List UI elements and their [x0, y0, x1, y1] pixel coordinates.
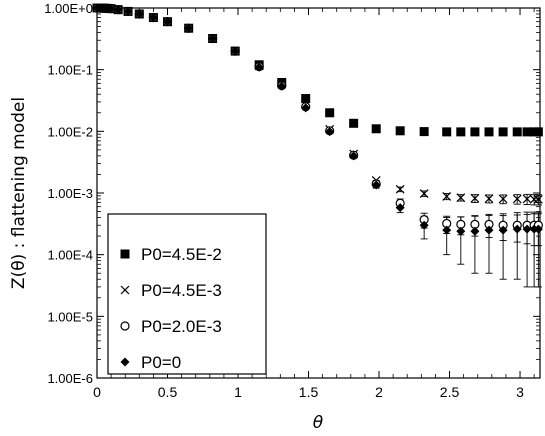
data-point	[484, 225, 494, 235]
x-tick-label: 0	[93, 384, 101, 400]
y-axis-ticks: 1.00E-6 1.00E-5 1.00E-4 1.00E-3 1.00E-2 1.00E…	[44, 1, 540, 386]
y-tick-label: 1.00E+0	[44, 1, 93, 16]
series-3	[92, 3, 543, 236]
data-point	[395, 126, 405, 136]
y-tick-label: 1.00E-4	[47, 248, 93, 263]
series-0	[92, 3, 543, 137]
legend-marker	[120, 357, 130, 367]
data-point	[184, 23, 194, 33]
data-point	[529, 194, 539, 204]
legend-label: P0=0	[141, 353, 181, 372]
data-point	[442, 127, 452, 137]
data-point	[456, 193, 466, 203]
data-points	[92, 3, 543, 236]
legend: P0=4.5E-2 P0=4.5E-3 P0=2.0E-3 P0=0	[107, 213, 267, 375]
data-point	[419, 127, 429, 137]
data-point	[456, 226, 466, 236]
data-point	[470, 226, 480, 236]
data-point	[325, 127, 335, 137]
data-point	[277, 81, 287, 91]
data-point	[522, 194, 532, 204]
x-tick-label: 1.5	[299, 384, 319, 400]
data-point	[470, 193, 480, 203]
data-point	[163, 17, 173, 27]
data-point	[349, 151, 359, 161]
y-tick-label: 1.00E-6	[47, 371, 93, 386]
data-point	[484, 194, 494, 204]
data-point	[395, 184, 405, 194]
y-tick-label: 1.00E-1	[47, 63, 93, 78]
legend-marker	[120, 321, 130, 331]
data-point	[512, 224, 522, 234]
data-point	[419, 220, 429, 230]
data-point	[442, 225, 452, 235]
x-tick-label: 2	[375, 384, 383, 400]
data-point	[484, 127, 494, 137]
data-point	[442, 191, 452, 201]
error-bars	[372, 179, 542, 288]
x-tick-label: 0.5	[158, 384, 178, 400]
data-point	[371, 124, 381, 134]
data-point	[371, 180, 381, 190]
data-point	[134, 9, 144, 19]
x-tick-label: 1	[234, 384, 242, 400]
data-point	[301, 103, 311, 113]
data-point	[123, 6, 133, 16]
x-tick-label: 3	[516, 384, 524, 400]
data-point	[498, 127, 508, 137]
y-axis-title: Z(θ) : flattening model	[9, 97, 29, 289]
data-point	[498, 194, 508, 204]
data-point	[498, 225, 508, 235]
data-point	[395, 203, 405, 213]
data-point	[522, 224, 532, 234]
data-point	[533, 224, 543, 234]
x-axis-ticks: 0 0.5 1 1.5 2 2.5 3	[93, 8, 535, 400]
y-tick-label: 1.00E-2	[47, 124, 93, 139]
legend-box	[107, 213, 267, 375]
data-point	[512, 194, 522, 204]
legend-label: P0=4.5E-3	[141, 281, 222, 300]
legend-label: P0=2.0E-3	[141, 317, 222, 336]
data-point	[325, 108, 335, 118]
data-point	[148, 13, 158, 23]
y-tick-label: 1.00E-5	[47, 309, 93, 324]
data-point	[106, 4, 116, 14]
data-point	[301, 94, 311, 104]
data-point	[522, 127, 532, 137]
legend-marker	[120, 249, 130, 259]
series-1	[92, 3, 543, 204]
data-point	[533, 127, 543, 137]
data-point	[419, 189, 429, 198]
data-point	[512, 127, 522, 137]
legend-marker	[120, 285, 130, 295]
y-tick-label: 1.00E-3	[47, 186, 93, 201]
data-point	[230, 46, 240, 56]
data-point	[113, 5, 123, 15]
data-point	[254, 62, 264, 72]
data-point	[533, 194, 543, 204]
legend-label: P0=4.5E-2	[141, 245, 222, 264]
data-point	[456, 127, 466, 137]
x-tick-label: 2.5	[440, 384, 460, 400]
data-point	[208, 34, 218, 44]
data-point	[470, 127, 480, 137]
x-axis-title: θ	[313, 413, 324, 433]
data-point	[349, 118, 359, 128]
